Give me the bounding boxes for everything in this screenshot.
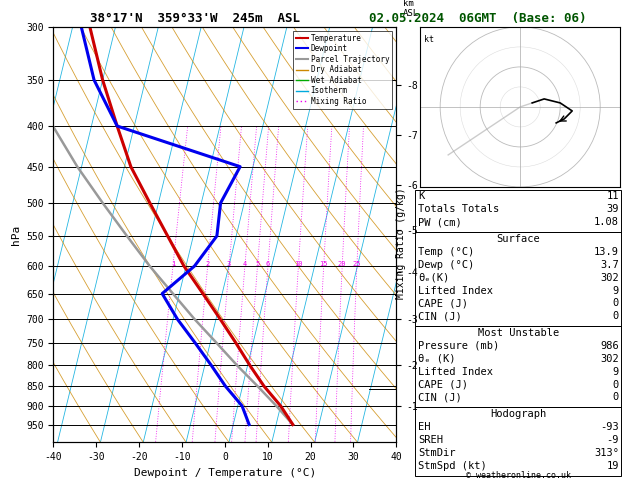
Text: 0: 0 xyxy=(613,298,619,309)
Text: Pressure (mb): Pressure (mb) xyxy=(418,341,499,351)
Text: CAPE (J): CAPE (J) xyxy=(418,298,468,309)
Text: 39: 39 xyxy=(606,204,619,214)
Text: EH: EH xyxy=(418,422,431,432)
Text: K: K xyxy=(418,191,425,202)
Text: 2: 2 xyxy=(206,260,209,266)
Text: 0: 0 xyxy=(613,312,619,321)
Text: 25: 25 xyxy=(353,260,361,266)
Text: 5: 5 xyxy=(255,260,260,266)
Text: CIN (J): CIN (J) xyxy=(418,312,462,321)
Text: Mixing Ratio (g/kg): Mixing Ratio (g/kg) xyxy=(396,187,406,299)
Text: 3.7: 3.7 xyxy=(600,260,619,270)
Text: Temp (°C): Temp (°C) xyxy=(418,247,474,257)
Text: 38°17'N  359°33'W  245m  ASL: 38°17'N 359°33'W 245m ASL xyxy=(90,12,300,25)
Text: Hodograph: Hodograph xyxy=(490,409,547,419)
Legend: Temperature, Dewpoint, Parcel Trajectory, Dry Adiabat, Wet Adiabat, Isotherm, Mi: Temperature, Dewpoint, Parcel Trajectory… xyxy=(293,31,392,109)
Text: 1: 1 xyxy=(170,260,175,266)
Text: StmSpd (kt): StmSpd (kt) xyxy=(418,461,487,471)
Text: Surface: Surface xyxy=(496,234,540,244)
Text: 0: 0 xyxy=(613,393,619,402)
Text: 302: 302 xyxy=(600,354,619,364)
Text: km
ASL: km ASL xyxy=(403,0,420,18)
Text: PW (cm): PW (cm) xyxy=(418,217,462,227)
Text: 11: 11 xyxy=(606,191,619,202)
Text: -9: -9 xyxy=(606,435,619,445)
Text: CIN (J): CIN (J) xyxy=(418,393,462,402)
Text: 10: 10 xyxy=(294,260,303,266)
Text: 15: 15 xyxy=(320,260,328,266)
Text: 986: 986 xyxy=(600,341,619,351)
Text: 313°: 313° xyxy=(594,448,619,458)
Text: 6: 6 xyxy=(266,260,270,266)
Text: θₑ(K): θₑ(K) xyxy=(418,273,450,283)
Text: 302: 302 xyxy=(600,273,619,283)
Text: 0: 0 xyxy=(613,380,619,390)
Text: 9: 9 xyxy=(613,286,619,295)
Text: -93: -93 xyxy=(600,422,619,432)
Text: 19: 19 xyxy=(606,461,619,471)
Text: Dewp (°C): Dewp (°C) xyxy=(418,260,474,270)
Text: SREH: SREH xyxy=(418,435,443,445)
X-axis label: Dewpoint / Temperature (°C): Dewpoint / Temperature (°C) xyxy=(134,468,316,478)
Text: Lifted Index: Lifted Index xyxy=(418,367,493,377)
Text: StmDir: StmDir xyxy=(418,448,456,458)
Y-axis label: hPa: hPa xyxy=(11,225,21,244)
Text: 1.08: 1.08 xyxy=(594,217,619,227)
Text: 13.9: 13.9 xyxy=(594,247,619,257)
Text: 02.05.2024  06GMT  (Base: 06): 02.05.2024 06GMT (Base: 06) xyxy=(369,12,587,25)
Text: Totals Totals: Totals Totals xyxy=(418,204,499,214)
Text: Most Unstable: Most Unstable xyxy=(477,328,559,338)
Text: 9: 9 xyxy=(613,367,619,377)
Text: 20: 20 xyxy=(338,260,347,266)
Text: 4: 4 xyxy=(243,260,247,266)
Text: kt: kt xyxy=(424,35,434,44)
Text: Lifted Index: Lifted Index xyxy=(418,286,493,295)
Text: © weatheronline.co.uk: © weatheronline.co.uk xyxy=(466,471,571,480)
Text: θₑ (K): θₑ (K) xyxy=(418,354,456,364)
Text: CAPE (J): CAPE (J) xyxy=(418,380,468,390)
Text: 3: 3 xyxy=(227,260,231,266)
